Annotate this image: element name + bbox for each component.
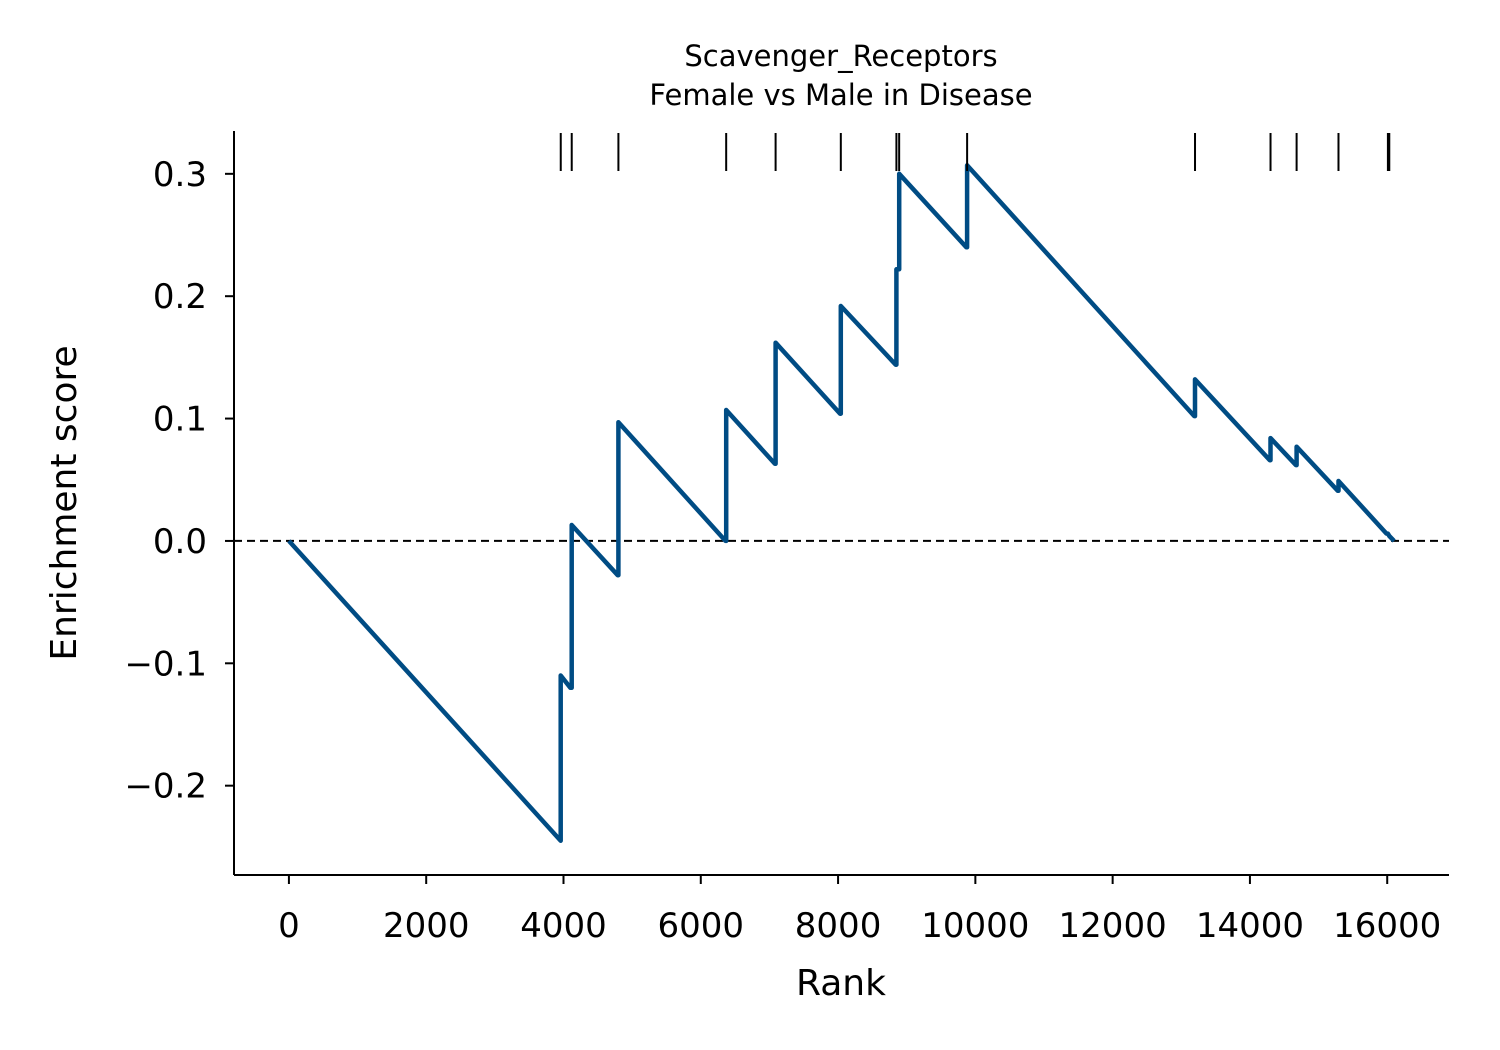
y-axis-label: Enrichment score — [44, 345, 85, 660]
chart-subtitle: Female vs Male in Disease — [649, 78, 1032, 112]
x-tick-label: 10000 — [921, 906, 1029, 946]
x-tick-label: 14000 — [1196, 906, 1304, 946]
x-tick-label: 16000 — [1333, 906, 1441, 946]
x-tick-label: 6000 — [658, 906, 745, 946]
x-tick-label: 2000 — [383, 906, 470, 946]
x-axis-label: Rank — [796, 963, 886, 1004]
x-tick-label: 4000 — [520, 906, 607, 946]
x-tick-label: 12000 — [1059, 906, 1167, 946]
x-tick-label: 0 — [278, 906, 300, 946]
y-tick-label: 0.0 — [153, 522, 207, 562]
chart-title: Scavenger_Receptors — [684, 39, 997, 73]
enrichment-score-line — [287, 163, 1396, 843]
y-tick-label: −0.2 — [124, 767, 207, 807]
x-tick-label: 8000 — [795, 906, 882, 946]
y-tick-label: 0.3 — [153, 155, 207, 195]
plot-area: 0 2000 4000 6000 8000 10000 12000 14000 16000 −0.… — [124, 131, 1449, 946]
y-tick-label: 0.2 — [153, 277, 207, 317]
y-tick-label: −0.1 — [124, 644, 207, 684]
y-tick-label: 0.1 — [153, 400, 207, 440]
